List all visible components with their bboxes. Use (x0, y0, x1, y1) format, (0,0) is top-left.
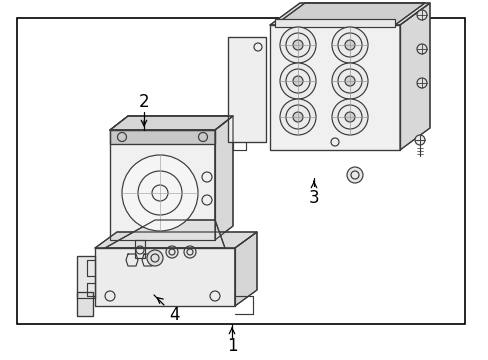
Polygon shape (126, 254, 138, 266)
Bar (274, 19, 394, 27)
Bar (110, 130, 215, 144)
Bar (17, 18, 464, 324)
Polygon shape (215, 116, 232, 240)
Polygon shape (235, 232, 257, 306)
Circle shape (292, 40, 303, 50)
Circle shape (183, 246, 196, 258)
Polygon shape (77, 256, 95, 298)
Text: 1: 1 (226, 337, 237, 355)
Polygon shape (110, 130, 215, 240)
Polygon shape (95, 232, 257, 248)
Text: 2: 2 (139, 93, 149, 111)
Polygon shape (110, 116, 232, 130)
Circle shape (345, 40, 354, 50)
Circle shape (165, 246, 178, 258)
Polygon shape (269, 3, 429, 25)
Polygon shape (399, 3, 429, 150)
Circle shape (416, 44, 426, 54)
Circle shape (280, 27, 315, 63)
Polygon shape (142, 254, 154, 266)
Bar (110, 130, 215, 240)
Circle shape (346, 167, 362, 183)
Circle shape (292, 112, 303, 122)
Text: 4: 4 (168, 306, 179, 324)
Bar (77, 256, 95, 298)
Bar (227, 37, 265, 142)
Circle shape (345, 76, 354, 86)
Polygon shape (110, 116, 232, 130)
Text: 3: 3 (308, 189, 319, 207)
Bar (135, 240, 145, 258)
Circle shape (147, 250, 163, 266)
Circle shape (280, 99, 315, 135)
Circle shape (416, 10, 426, 20)
Bar (77, 292, 93, 316)
Circle shape (416, 78, 426, 88)
Polygon shape (227, 37, 265, 142)
Circle shape (331, 99, 367, 135)
Polygon shape (274, 3, 424, 25)
Circle shape (280, 63, 315, 99)
Circle shape (331, 27, 367, 63)
Polygon shape (105, 220, 224, 248)
Polygon shape (110, 130, 215, 144)
Polygon shape (95, 248, 235, 306)
Bar (95, 248, 235, 306)
Circle shape (122, 155, 198, 231)
Polygon shape (269, 25, 399, 150)
Circle shape (345, 112, 354, 122)
Circle shape (292, 76, 303, 86)
Polygon shape (77, 292, 93, 316)
Circle shape (331, 63, 367, 99)
Circle shape (414, 135, 424, 145)
Bar (269, 25, 399, 150)
Polygon shape (135, 240, 145, 258)
